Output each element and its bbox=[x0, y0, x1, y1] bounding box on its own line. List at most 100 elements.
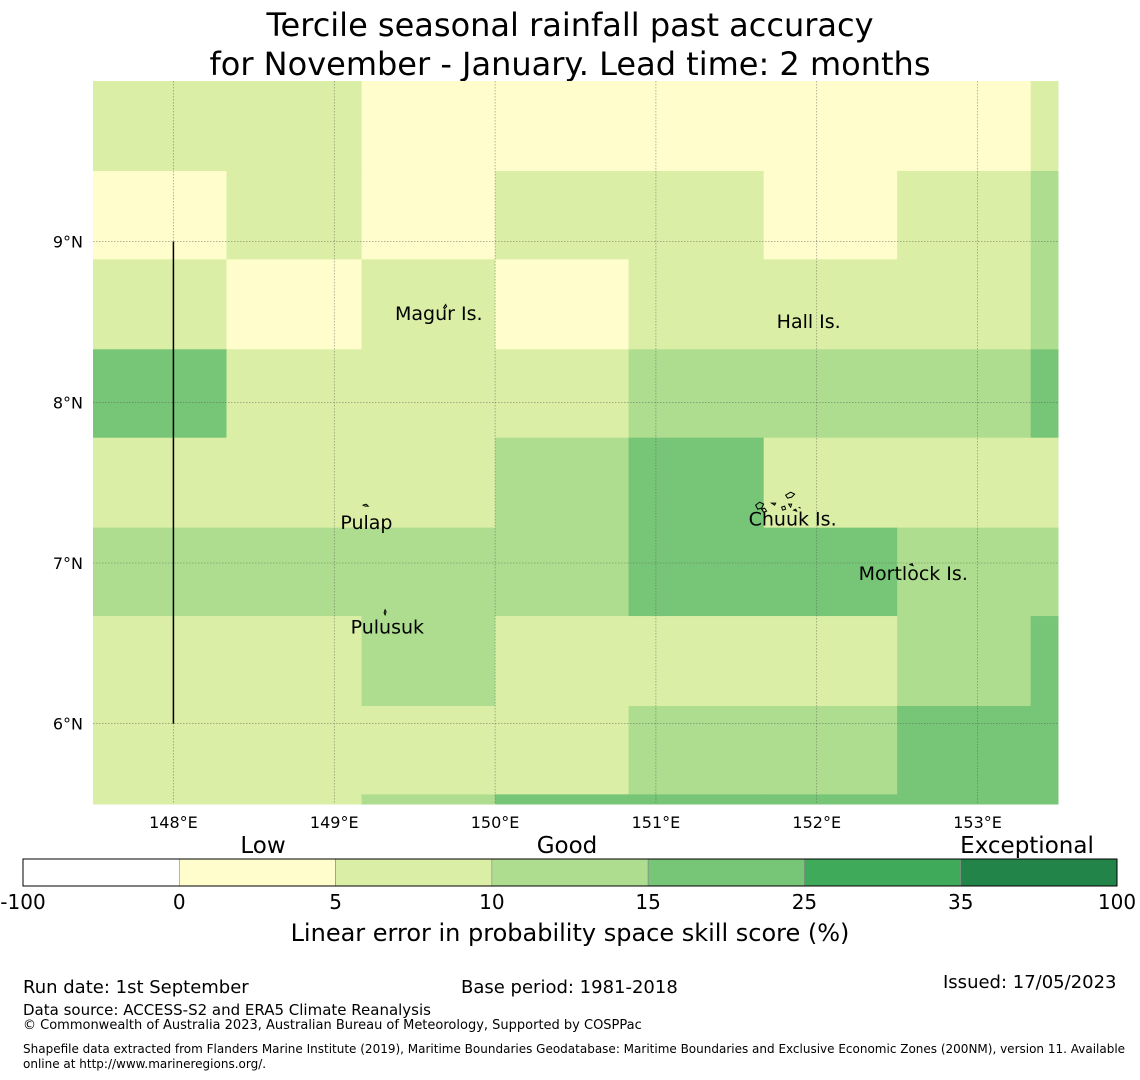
heatmap-cell bbox=[1030, 705, 1059, 795]
heatmap-cells bbox=[93, 81, 1059, 805]
heatmap-cell bbox=[361, 794, 496, 805]
colorbar-legend: -100 0 5 10 15 25 35 100 Low Good Exceptional Linea… bbox=[0, 833, 1136, 947]
island-outline bbox=[769, 502, 777, 506]
heatmap-cell bbox=[628, 794, 765, 805]
heatmap-cell bbox=[763, 527, 898, 617]
heatmap-cell bbox=[897, 349, 1032, 439]
heatmap-cell bbox=[897, 616, 1032, 707]
heatmap-cell bbox=[226, 794, 363, 805]
heatmap-cell bbox=[628, 527, 765, 617]
colorbar-tick-label: 100 bbox=[1098, 890, 1136, 914]
heatmap-cell bbox=[763, 794, 898, 805]
island-outline bbox=[760, 507, 768, 513]
heatmap-cell bbox=[226, 259, 363, 350]
heatmap-cell bbox=[1030, 527, 1059, 617]
heatmap-cell bbox=[93, 81, 227, 172]
colorbar-tick-label: 5 bbox=[329, 890, 342, 914]
island-shapes bbox=[361, 303, 915, 617]
x-tick-label: 151°E bbox=[632, 813, 681, 832]
colorbar-segment bbox=[22, 858, 180, 887]
shapefile-credit: Shapefile data extracted from Flanders M… bbox=[23, 1042, 1126, 1071]
island-outline bbox=[781, 505, 787, 511]
heatmap-cell bbox=[628, 170, 765, 260]
heatmap-cell bbox=[897, 794, 1032, 805]
issued-date: Issued: 17/05/2023 bbox=[943, 972, 1117, 993]
heatmap-cell bbox=[361, 81, 496, 172]
heatmap-cell bbox=[93, 527, 227, 617]
heatmap-cell bbox=[361, 349, 496, 439]
heatmap-cell bbox=[226, 616, 363, 707]
colorbar-tick-label: 0 bbox=[173, 890, 186, 914]
island-label: Pulap bbox=[340, 512, 392, 534]
heatmap-cell bbox=[93, 170, 227, 260]
y-tick-label: 6°N bbox=[53, 715, 83, 734]
heatmap-cell bbox=[93, 705, 227, 795]
y-tick-label: 8°N bbox=[53, 393, 83, 412]
heatmap-cell bbox=[495, 170, 630, 260]
colorbar-segment bbox=[335, 858, 493, 887]
chart-title-line1: Tercile seasonal rainfall past accuracy bbox=[266, 6, 874, 44]
colorbar-tick-label: 35 bbox=[948, 890, 973, 914]
colorbar-segment bbox=[178, 858, 336, 887]
x-tick-label: 153°E bbox=[953, 813, 1002, 832]
heatmap-cell bbox=[495, 437, 630, 529]
heatmap-cell bbox=[1030, 170, 1059, 260]
x-tick-label: 152°E bbox=[792, 813, 841, 832]
heatmap-cell bbox=[495, 616, 630, 707]
heatmap-cell bbox=[495, 527, 630, 617]
colorbar-tick-label: -100 bbox=[0, 890, 45, 914]
heatmap-cell bbox=[763, 616, 898, 707]
heatmap-cell bbox=[226, 349, 363, 439]
island-label: Mortlock Is. bbox=[859, 563, 968, 585]
heatmap-cell bbox=[763, 170, 898, 260]
heatmap-cell bbox=[226, 705, 363, 795]
run-date: Run date: 1st September bbox=[23, 977, 249, 998]
island-labels: Magur Is. Hall Is. Pulap Chuuk Is. Mortlock … bbox=[340, 303, 968, 638]
island-label: Chuuk Is. bbox=[749, 509, 837, 531]
heatmap-cell bbox=[226, 437, 363, 529]
heatmap-cell bbox=[495, 259, 630, 350]
heatmap-cell bbox=[897, 259, 1032, 350]
heatmap-cell bbox=[226, 81, 363, 172]
heatmap-cell bbox=[93, 259, 227, 350]
colorbar-category-label: Low bbox=[240, 833, 285, 859]
heatmap-cell bbox=[628, 616, 765, 707]
heatmap-cell bbox=[628, 259, 765, 350]
colorbar-segment bbox=[804, 858, 962, 887]
island-outline bbox=[383, 608, 387, 617]
heatmap-cell bbox=[361, 437, 496, 529]
heatmap-cell bbox=[1030, 259, 1059, 350]
heatmap-cell bbox=[93, 349, 227, 439]
y-tick-label: 7°N bbox=[53, 554, 83, 573]
island-label: Magur Is. bbox=[395, 303, 483, 325]
island-outline bbox=[908, 562, 915, 567]
graticule bbox=[93, 81, 1058, 804]
heatmap-cell bbox=[628, 705, 765, 795]
colorbar-tick-label: 25 bbox=[792, 890, 817, 914]
heatmap-cell bbox=[897, 437, 1032, 529]
heatmap-cell bbox=[1030, 81, 1059, 172]
colorbar-tick-label: 10 bbox=[479, 890, 504, 914]
heatmap-cell bbox=[226, 527, 363, 617]
heatmap-cell bbox=[628, 81, 765, 172]
heatmap-cell bbox=[763, 437, 898, 529]
heatmap-cell bbox=[361, 259, 496, 350]
copyright-notice: © Commonwealth of Australia 2023, Austra… bbox=[23, 1018, 642, 1033]
skill-score-map: 148°E 149°E 150°E 151°E 152°E 153°E 9°N 8°N 7°N 6… bbox=[0, 81, 1136, 947]
island-outline bbox=[361, 503, 370, 507]
island-outline bbox=[754, 501, 765, 510]
heatmap-cell bbox=[495, 705, 630, 795]
colorbar-segment bbox=[960, 858, 1118, 887]
heatmap-cell bbox=[897, 81, 1032, 172]
island-label: Hall Is. bbox=[777, 311, 841, 333]
heatmap-cell bbox=[763, 259, 898, 350]
heatmap-cell bbox=[628, 349, 765, 439]
heatmap-cell bbox=[763, 705, 898, 795]
heatmap-cell bbox=[226, 170, 363, 260]
heatmap-cell bbox=[763, 349, 898, 439]
colorbar-frame bbox=[22, 858, 1118, 887]
island-label: Pulusuk bbox=[351, 616, 424, 638]
heatmap-cell bbox=[1030, 349, 1059, 439]
chart-title-line2: for November - January. Lead time: 2 mon… bbox=[209, 45, 931, 83]
heatmap-cell bbox=[1030, 794, 1059, 805]
